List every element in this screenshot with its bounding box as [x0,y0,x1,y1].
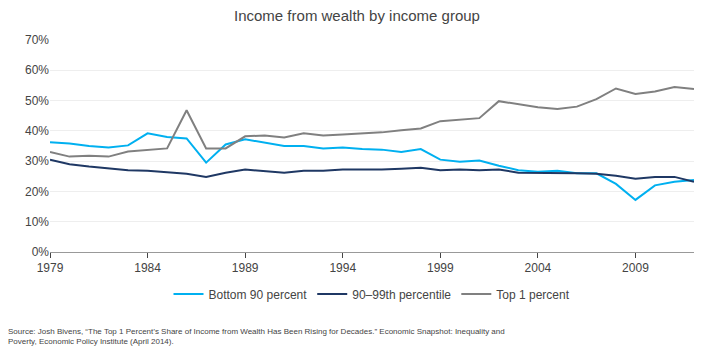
svg-text:1999: 1999 [427,261,454,275]
svg-text:2009: 2009 [622,261,649,275]
svg-text:2004: 2004 [525,261,552,275]
svg-text:70%: 70% [25,33,49,47]
svg-text:60%: 60% [25,63,49,77]
svg-text:1994: 1994 [329,261,356,275]
svg-text:1979: 1979 [37,261,64,275]
svg-text:40%: 40% [25,124,49,138]
svg-text:90–99th percentile: 90–99th percentile [352,288,451,302]
svg-text:Income from wealth by income g: Income from wealth by income group [234,7,480,24]
svg-text:50%: 50% [25,94,49,108]
svg-text:Top 1 percent: Top 1 percent [496,288,569,302]
svg-text:30%: 30% [25,154,49,168]
svg-text:1984: 1984 [134,261,161,275]
svg-text:Bottom 90 percent: Bottom 90 percent [209,288,308,302]
svg-text:0%: 0% [32,245,50,259]
svg-text:10%: 10% [25,215,49,229]
svg-text:Source: Josh Bivens, “The Top: Source: Josh Bivens, “The Top 1 Percent’… [8,327,505,346]
svg-text:1989: 1989 [232,261,259,275]
svg-text:20%: 20% [25,185,49,199]
